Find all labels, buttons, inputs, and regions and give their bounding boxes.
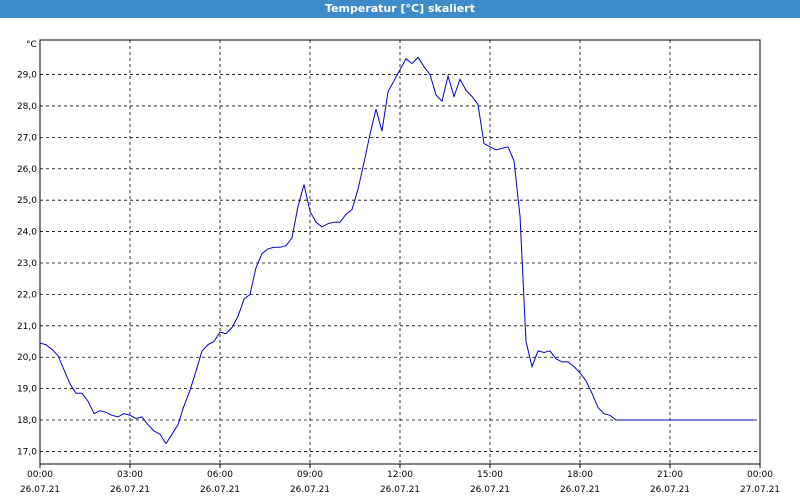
y-axis-ticks: 17,0 18,0 19,0 20,0 21,0 22,0 23,0 24,0 25,0 26,0… (17, 71, 37, 458)
y-tick-label: 28,0 (17, 102, 37, 112)
x-tick-time-label: 12:00 (387, 470, 413, 480)
x-tick-time-label: 00:00 (27, 470, 53, 480)
x-tick-date-label: 26.07.21 (650, 485, 690, 495)
x-tick-date-label: 26.07.21 (470, 485, 510, 495)
x-tick-time-label: 00:00 (747, 470, 773, 480)
window-title: Temperatur [°C] skaliert (0, 0, 800, 18)
y-tick-label: 21,0 (17, 322, 37, 332)
x-tick-time-label: 21:00 (657, 470, 683, 480)
temperature-series-line (39, 56, 754, 445)
y-tick-label: 17,0 (17, 447, 37, 457)
x-tick-time-label: 18:00 (567, 470, 593, 480)
x-tick-time-label: 06:00 (207, 470, 233, 480)
y-tick-label: 26,0 (17, 165, 37, 175)
x-tick-date-label: 27.07.21 (740, 485, 780, 495)
x-tick-time-label: 03:00 (117, 470, 143, 480)
grid-lines (40, 40, 760, 464)
x-tick-date-label: 26.07.21 (20, 485, 60, 495)
x-tick-date-label: 26.07.21 (110, 485, 150, 495)
x-tick-date-label: 26.07.21 (200, 485, 240, 495)
x-tick-time-label: 15:00 (477, 470, 503, 480)
x-tick-date-label: 26.07.21 (380, 485, 420, 495)
x-tick-date-label: 26.07.21 (560, 485, 600, 495)
y-tick-label: 19,0 (17, 385, 37, 395)
y-tick-label: 25,0 (17, 196, 37, 206)
y-tick-label: 29,0 (17, 71, 37, 81)
temperature-chart: 17,0 18,0 19,0 20,0 21,0 22,0 23,0 24,0 25,0 26,0… (17, 39, 780, 495)
y-tick-label: 27,0 (17, 133, 37, 143)
y-tick-label: 20,0 (17, 353, 37, 363)
y-tick-label: 24,0 (17, 228, 37, 238)
y-tick-label: 23,0 (17, 259, 37, 269)
x-tick-time-label: 09:00 (297, 470, 323, 480)
y-tick-label: 22,0 (17, 290, 37, 300)
y-tick-label: 18,0 (17, 416, 37, 426)
y-axis-unit-label: °C (26, 40, 37, 50)
x-axis-ticks: 00:00 26.07.21 03:00 26.07.21 06:00 26.07.21 0… (20, 464, 780, 495)
x-tick-date-label: 26.07.21 (290, 485, 330, 495)
